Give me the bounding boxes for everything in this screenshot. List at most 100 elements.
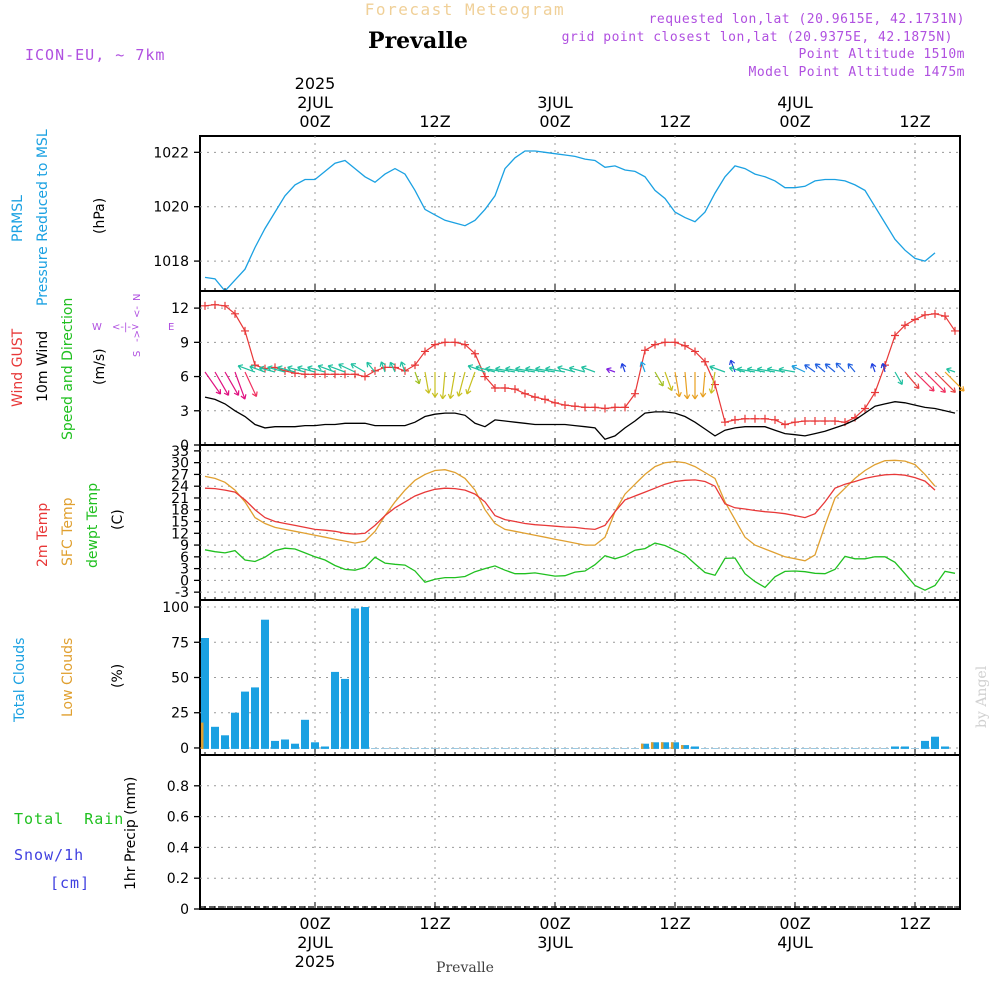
- precip-label-snow: Snow/1h: [14, 846, 84, 864]
- pressure-label-prmsl: PRMSL: [10, 195, 26, 242]
- pressure-ytick-label: 1022: [153, 145, 189, 161]
- total-cloud-bar: [691, 746, 699, 749]
- gust-marker: [791, 418, 799, 427]
- credit-watermark: by Angel: [974, 665, 990, 728]
- total-cloud-bar: [721, 748, 729, 749]
- top-time-label: 4JUL: [777, 93, 813, 112]
- wind-direction-arrow: [904, 371, 920, 390]
- wind-direction-arrow: [639, 361, 646, 373]
- gust-series-line: [204, 304, 956, 426]
- total-cloud-bar: [461, 748, 469, 749]
- wind-direction-arrow: [835, 362, 846, 373]
- total-cloud-bar: [661, 742, 669, 749]
- low-cloud-bar: [201, 722, 204, 749]
- wind-direction-arrow: [691, 372, 699, 400]
- wind-ytick-label: 9: [180, 335, 189, 351]
- total-cloud-bar: [711, 748, 719, 749]
- precip-ytick-label: 0.2: [167, 871, 189, 887]
- wind-direction-arrow: [654, 371, 664, 387]
- wind-direction-arrow: [756, 366, 776, 373]
- low-cloud-bar: [651, 742, 654, 749]
- compass-rose: N <- -> S W <-|-> E: [92, 294, 174, 357]
- temp-frame: [199, 444, 961, 601]
- total-cloud-bar: [391, 748, 399, 749]
- wind-direction-arrow: [414, 371, 421, 385]
- gust-marker: [661, 338, 669, 347]
- top-time-label: 2025: [295, 74, 336, 93]
- compass-w: W: [92, 322, 102, 333]
- bottom-time-label: 4JUL: [777, 933, 813, 952]
- header-point-altitude: Point Altitude 1510m: [798, 47, 965, 62]
- wind-ytick-label: 0: [180, 438, 189, 454]
- gust-marker: [601, 404, 609, 413]
- wind-direction-arrow: [606, 367, 616, 374]
- gust-marker: [441, 338, 449, 347]
- temp-label-dewpt: dewpt Temp: [85, 483, 101, 568]
- temp-ytick-label: 21: [171, 491, 189, 507]
- top-time-label: 2JUL: [297, 93, 333, 112]
- bottom-time-label: 12Z: [419, 914, 450, 933]
- low-cloud-bar: [681, 745, 684, 749]
- wind-panel: 0 3 6 9 12 Wind GUST 10m Wind Speed and Dire…: [10, 291, 965, 454]
- wind-direction-arrow: [399, 361, 406, 373]
- precip-label-cm: [cm]: [50, 874, 90, 892]
- gust-marker: [931, 309, 939, 318]
- low-cloud-bar: [661, 742, 664, 749]
- low-cloud-bar: [671, 742, 674, 749]
- gust-marker: [581, 403, 589, 412]
- header-title-top: Forecast Meteogram: [365, 0, 565, 19]
- total-cloud-bar: [411, 748, 419, 749]
- gust-marker: [431, 340, 439, 349]
- top-time-label: 12Z: [419, 112, 450, 131]
- precip-ytick-label: 0.6: [167, 810, 189, 826]
- clouds-label-total: Total Clouds: [12, 638, 28, 723]
- wind-ytick-label: 3: [180, 404, 189, 420]
- temp-unit: (C): [110, 509, 126, 530]
- gust-marker: [741, 414, 749, 423]
- gust-marker: [561, 401, 569, 410]
- bottom-time-label: 2JUL: [297, 933, 333, 952]
- pressure-frame: [199, 135, 961, 292]
- wind-direction-arrow: [664, 371, 674, 392]
- gust-marker: [621, 403, 629, 412]
- gust-marker: [811, 417, 819, 426]
- total-cloud-bar: [401, 748, 409, 749]
- gust-marker: [291, 369, 299, 378]
- gust-marker: [531, 393, 539, 402]
- wind-label-gust: Wind GUST: [10, 328, 26, 407]
- wind-direction-arrow: [804, 364, 816, 373]
- gust-marker: [891, 331, 899, 340]
- precip-panel: 0 0.2 0.4 0.6 0.8 Total Rain Snow/1h [cm] 1h…: [14, 754, 961, 918]
- gust-marker: [651, 340, 659, 349]
- wind-unit: (m/s): [92, 348, 108, 385]
- wind-direction-arrow: [581, 365, 596, 373]
- total-cloud-bar: [241, 691, 249, 749]
- total-cloud-bar: [831, 748, 839, 749]
- wind-direction-arrow: [338, 363, 356, 373]
- temp-ytick-label: 27: [171, 467, 189, 483]
- precip-ytick-label: 0.8: [167, 779, 189, 795]
- total-cloud-bar: [621, 748, 629, 749]
- total-cloud-bar: [761, 748, 769, 749]
- total-cloud-bar: [841, 748, 849, 749]
- temp-ytick-label: 18: [171, 503, 189, 519]
- wind-direction-arrow: [944, 371, 965, 392]
- total-cloud-bar: [501, 748, 509, 749]
- gust-marker: [631, 389, 639, 398]
- precip-label-rain: Total Rain: [14, 810, 124, 828]
- clouds-ytick-label: 0: [180, 741, 189, 757]
- wind-direction-arrow: [366, 361, 376, 373]
- temp-ytick-label: 24: [171, 479, 189, 495]
- temp-ytick-label: 15: [171, 515, 189, 531]
- gust-marker: [511, 385, 519, 394]
- wind-direction-arrow: [870, 363, 877, 373]
- footer-location: Prevalle: [436, 960, 494, 976]
- clouds-ytick-label: 100: [162, 600, 189, 616]
- gust-marker: [781, 420, 789, 429]
- total-cloud-bar: [541, 748, 549, 749]
- wind-direction-arrow: [317, 364, 336, 373]
- wind-direction-arrow: [350, 363, 366, 373]
- temp-ytick-label: 30: [171, 456, 189, 472]
- total-cloud-bar: [571, 748, 579, 749]
- wind-direction-arrow: [674, 371, 682, 398]
